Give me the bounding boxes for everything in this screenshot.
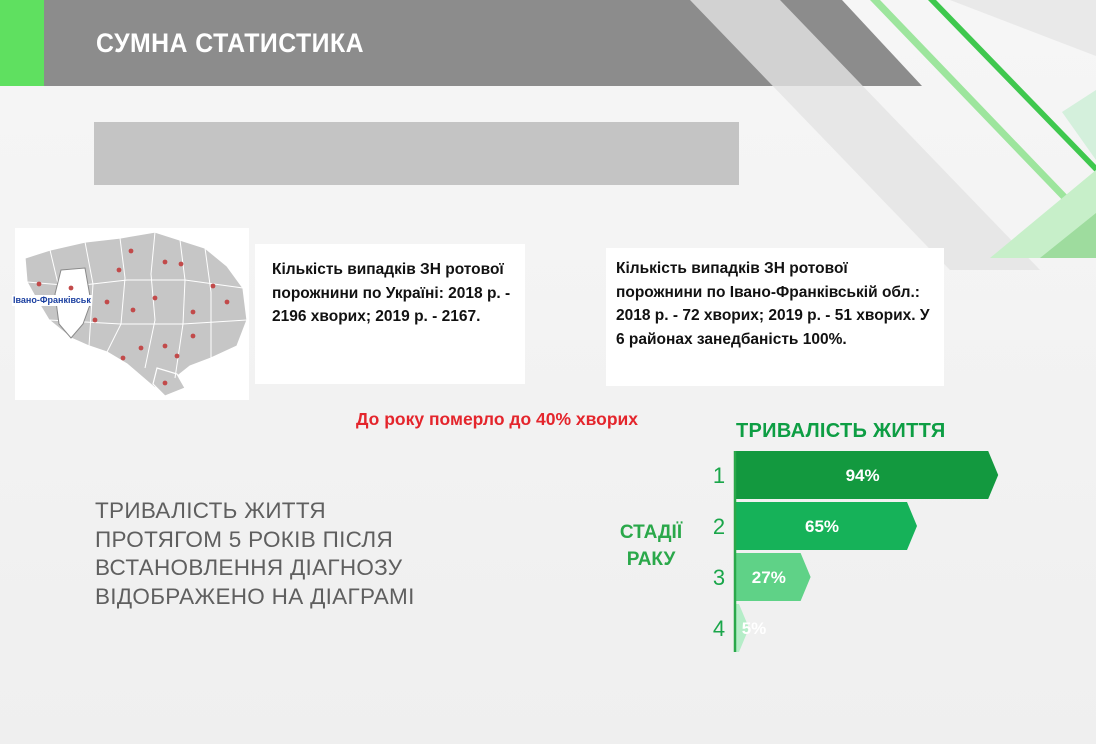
region-stats-card: Кількість випадків ЗН ротової порожнини … xyxy=(606,248,944,386)
bar-value-label: 94% xyxy=(846,466,880,485)
page-title: СУМНА СТАТИСТИКА xyxy=(96,28,365,58)
bar-value-label: 65% xyxy=(805,517,839,536)
category-tick-label: 1 xyxy=(713,463,725,488)
bar-value-label: 5% xyxy=(742,619,767,638)
survival-bar-chart: 94% 1 65% 2 27% 3 5% 4 xyxy=(713,451,999,652)
bar-value-label: 27% xyxy=(752,568,786,587)
ukraine-map-graphic xyxy=(24,231,248,397)
chart-title: ТРИВАЛІСТЬ ЖИТТЯ xyxy=(736,420,946,442)
description-line: ВСТАНОВЛЕННЯ ДІАГНОЗУ xyxy=(95,555,403,580)
ukraine-stats-card: Кількість випадків ЗН ротової порожнини … xyxy=(255,244,525,384)
map-region-label: Івано-Франківськ xyxy=(12,295,92,306)
bar-stage-3 xyxy=(735,553,811,601)
bar-stage-1 xyxy=(735,451,999,499)
chart-description: ТРИВАЛІСТЬ ЖИТТЯ ПРОТЯГОМ 5 РОКІВ ПІСЛЯ … xyxy=(95,497,435,611)
mortality-note: До року померло до 40% хворих xyxy=(356,409,639,429)
category-tick-label: 2 xyxy=(713,514,725,539)
bar-stage-4 xyxy=(735,604,749,652)
description-line: ВІДОБРАЖЕНО НА ДІАГРАМІ xyxy=(95,583,415,609)
category-tick-label: 3 xyxy=(713,565,725,590)
ukraine-map xyxy=(15,228,249,400)
bar-stage-2 xyxy=(735,502,917,550)
chart-axis-label: СТАДІЇ РАКУ xyxy=(619,522,683,570)
description-line: ТРИВАЛІСТЬ ЖИТТЯ xyxy=(95,498,326,523)
description-line: ПРОТЯГОМ 5 РОКІВ ПІСЛЯ xyxy=(95,526,394,552)
placeholder-box xyxy=(94,122,739,185)
category-tick-label: 4 xyxy=(713,616,725,641)
